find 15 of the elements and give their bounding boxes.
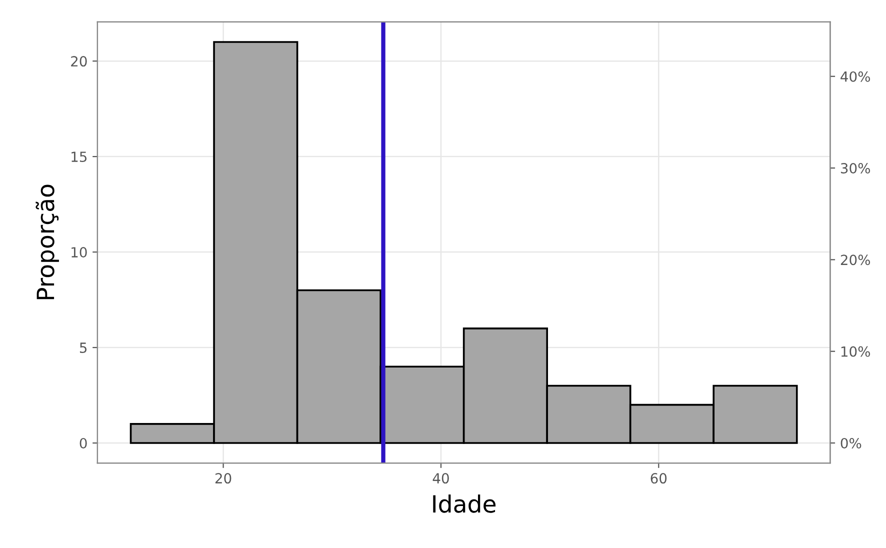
y2-tick-label: 20% <box>840 254 870 266</box>
y-axis-title: Proporção <box>36 184 59 300</box>
y-tick-label: 5 <box>80 342 87 353</box>
x-axis-title: Idade <box>433 494 496 513</box>
y2-tick-label: 10% <box>841 346 870 357</box>
y2-tick-label: 40% <box>840 71 870 82</box>
x-tick-label: 60 <box>650 473 667 484</box>
x-tick-label: 40 <box>432 473 449 484</box>
y2-tick-label: 30% <box>840 162 870 174</box>
x-tick-label: 20 <box>215 473 232 484</box>
y2-tick-label: 0% <box>840 438 862 448</box>
y-tick-label: 0 <box>80 438 87 448</box>
y-tick-label: 10 <box>72 247 87 258</box>
y-tick-label: 20 <box>71 56 87 67</box>
y-tick-label: 15 <box>72 152 87 162</box>
